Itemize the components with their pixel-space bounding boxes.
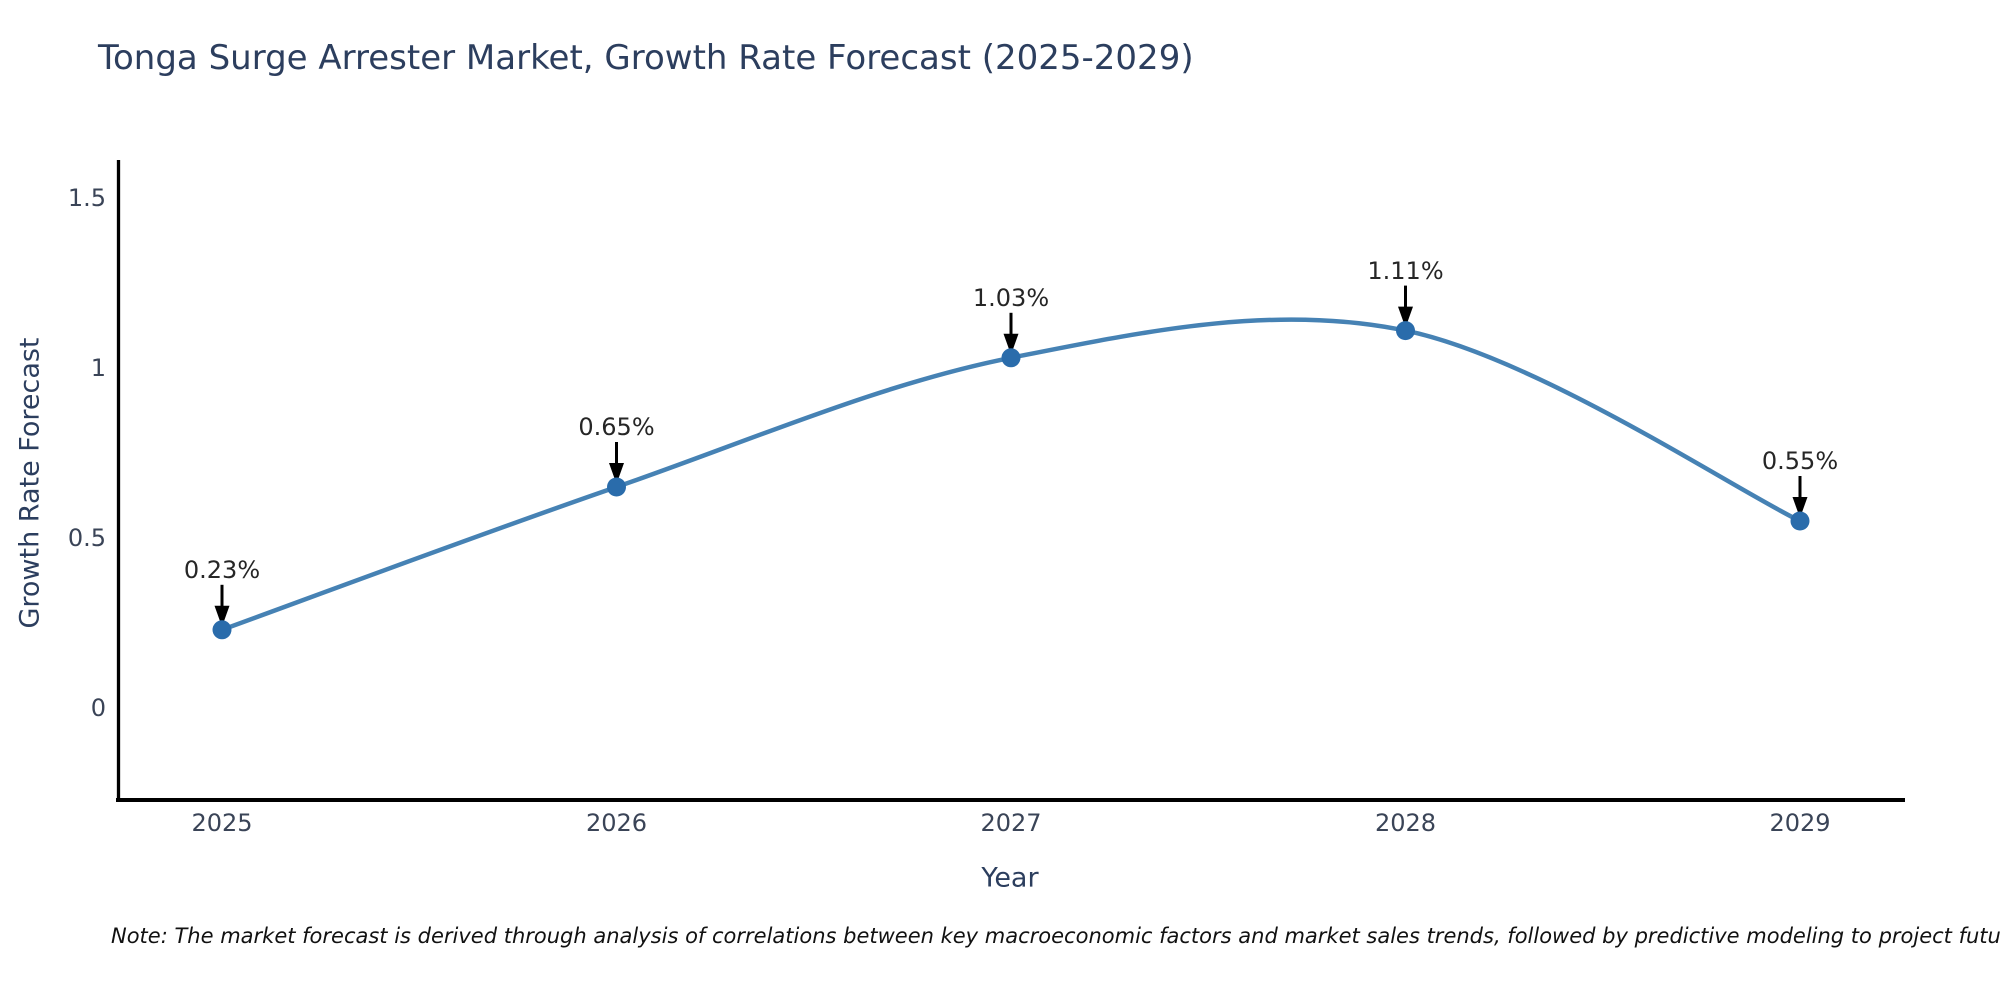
y-tick-label: 0.5 bbox=[67, 524, 106, 552]
y-tick-label: 0 bbox=[90, 694, 106, 722]
x-tick-label: 2027 bbox=[980, 809, 1042, 837]
data-point-marker bbox=[212, 620, 232, 640]
point-annotation: 1.03% bbox=[972, 283, 1050, 312]
annotation-arrow-head bbox=[1003, 333, 1019, 355]
x-tick-label: 2026 bbox=[585, 809, 648, 837]
annotation-arrow-head bbox=[1398, 306, 1413, 328]
y-tick-label: 1.5 bbox=[67, 184, 106, 212]
y-tick-label: 1 bbox=[90, 354, 106, 382]
data-point-marker bbox=[607, 477, 626, 497]
x-tick-label: 2028 bbox=[1374, 809, 1437, 837]
x-axis-title: Year bbox=[981, 862, 1039, 894]
x-tick-label: 2029 bbox=[1769, 809, 1831, 837]
point-annotation: 0.55% bbox=[1761, 447, 1839, 475]
point-annotation: 1.11% bbox=[1367, 256, 1444, 285]
point-annotation: 0.23% bbox=[183, 555, 261, 584]
footnote: Note: The market forecast is derived thr… bbox=[111, 924, 2000, 948]
data-point-marker bbox=[1790, 511, 1810, 531]
chart-title: Tonga Surge Arrester Market, Growth Rate… bbox=[98, 38, 1194, 78]
x-tick-label: 2025 bbox=[191, 809, 253, 837]
data-point-marker bbox=[1396, 321, 1415, 341]
annotation-arrow-head bbox=[1792, 497, 1808, 518]
point-annotation: 0.65% bbox=[578, 413, 655, 441]
data-point-marker bbox=[1001, 348, 1021, 368]
annotation-arrow-head bbox=[609, 463, 624, 484]
annotation-arrow-head bbox=[214, 605, 230, 627]
